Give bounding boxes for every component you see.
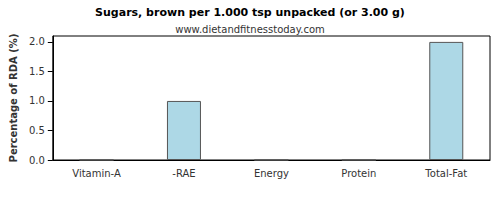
svg-text:Total-Fat: Total-Fat [424,168,467,179]
svg-text:0.0: 0.0 [29,155,45,166]
svg-text:Protein: Protein [341,168,376,179]
svg-text:1.5: 1.5 [29,66,45,77]
svg-text:-RAE: -RAE [172,168,195,179]
svg-text:1.0: 1.0 [29,95,45,106]
svg-text:2.0: 2.0 [29,36,45,47]
svg-text:0.5: 0.5 [29,125,45,136]
svg-text:www.dietandfitnesstoday.com: www.dietandfitnesstoday.com [175,24,324,35]
svg-text:Sugars, brown per 1.000 tsp un: Sugars, brown per 1.000 tsp unpacked (or… [95,6,405,19]
svg-text:Percentage of RDA (%): Percentage of RDA (%) [8,34,19,163]
svg-text:Vitamin-A: Vitamin-A [72,168,121,179]
svg-text:Energy: Energy [254,168,289,179]
